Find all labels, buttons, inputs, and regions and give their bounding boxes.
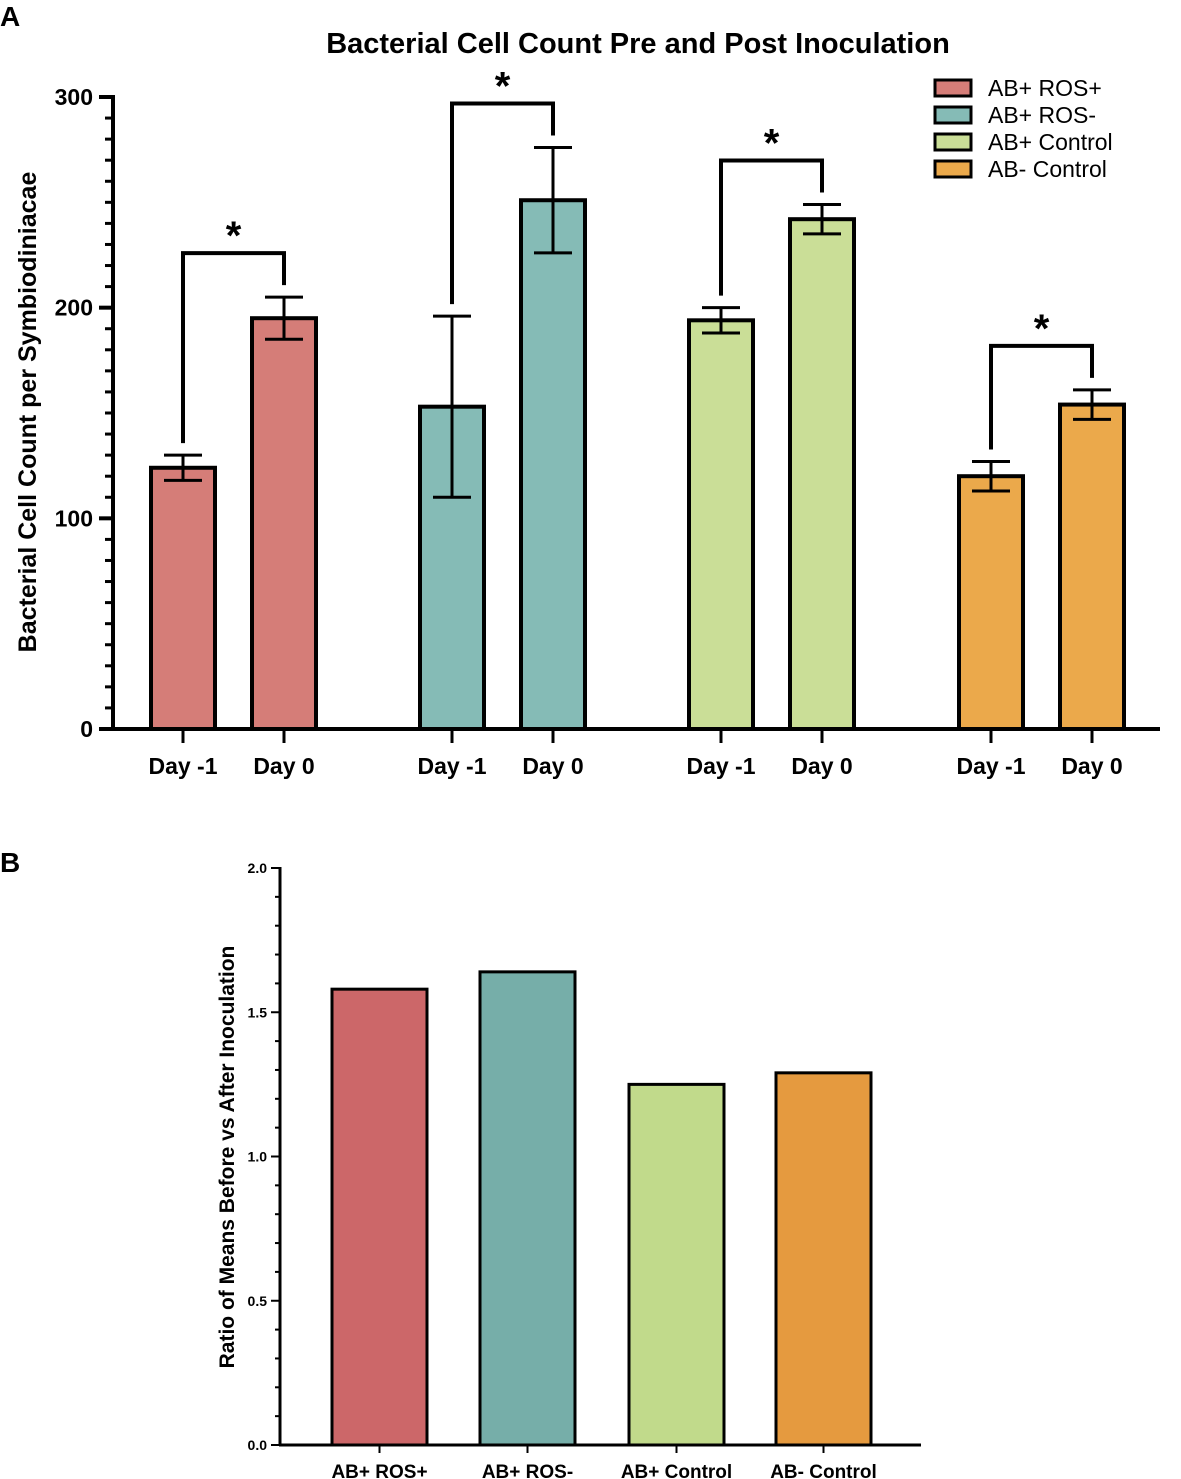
chart-a-significance-bracket — [450, 101, 555, 305]
chart-a-significance-bracket — [181, 251, 286, 444]
chart-a-significance-bracket — [719, 158, 824, 296]
chart-b-x-tick-label: AB+ ROS+ — [331, 1462, 427, 1479]
chart-b: Ratio of Means Before vs After Inoculati… — [216, 860, 921, 1479]
chart-b-y-axis-label: Ratio of Means Before vs After Inoculati… — [216, 946, 239, 1369]
chart-a-bar — [687, 318, 755, 731]
chart-b-bar — [627, 1082, 726, 1447]
panel-b-label: B — [0, 847, 20, 878]
chart-b-x-tick-label: AB+ Control — [621, 1462, 732, 1479]
chart-a-x-tick-label: Day 0 — [791, 753, 852, 779]
chart-a-plot: 0 100 200 300 Day -1 Day 0 * Day -1 Day 0 * Day -1… — [55, 65, 1160, 779]
panel-a-label: A — [0, 1, 20, 32]
chart-a-y-tick-label: 300 — [55, 84, 93, 110]
chart-a-significance-star: * — [764, 121, 780, 165]
chart-a-significance-star: * — [1034, 307, 1050, 351]
chart-b-x-tick-label: AB+ ROS- — [482, 1462, 573, 1479]
chart-a-bar — [250, 316, 318, 731]
chart-a-x-tick-label: Day 0 — [253, 753, 314, 779]
chart-a-legend-label: AB- Control — [988, 156, 1107, 182]
chart-b-bar — [478, 970, 577, 1447]
chart-a-legend-label: AB+ ROS- — [988, 102, 1096, 128]
chart-b-y-tick-label: 1.5 — [248, 1004, 268, 1020]
chart-a-x-tick-label: Day 0 — [1061, 753, 1122, 779]
chart-b-bar — [774, 1071, 873, 1447]
chart-a-x-tick-label: Day 0 — [522, 753, 583, 779]
chart-a-y-tick-label: 100 — [55, 505, 93, 531]
chart-a-legend-swatch — [933, 159, 973, 179]
chart-a-legend-swatch — [933, 105, 973, 125]
chart-a-bar — [519, 198, 587, 731]
chart-b-y-tick-label: 2.0 — [248, 860, 268, 876]
chart-a-bar — [149, 465, 217, 731]
chart-a-bar — [788, 217, 856, 731]
chart-a-bar — [1058, 402, 1126, 731]
chart-a-significance-star: * — [226, 214, 242, 258]
chart-b-y-tick-label: 1.0 — [248, 1149, 268, 1165]
chart-a-legend-label: AB+ ROS+ — [988, 75, 1102, 101]
chart-b-bar — [330, 987, 429, 1447]
chart-b-x-tick-label: AB- Control — [770, 1462, 877, 1479]
chart-a-x-tick-label: Day -1 — [686, 753, 755, 779]
chart-a-bar — [957, 474, 1025, 732]
chart-b-y-tick-label: 0.0 — [248, 1437, 268, 1453]
chart-a-x-tick-label: Day -1 — [417, 753, 486, 779]
chart-a-significance-bracket — [989, 343, 1094, 450]
chart-a-title: Bacterial Cell Count Pre and Post Inocul… — [326, 28, 950, 60]
chart-a-y-tick-label: 0 — [80, 716, 93, 742]
chart-a-legend-label: AB+ Control — [988, 129, 1113, 155]
chart-a-significance-star: * — [495, 65, 511, 109]
chart-b-y-tick-label: 0.5 — [248, 1293, 268, 1309]
chart-a: Bacterial Cell Count Pre and Post Inocul… — [14, 28, 1160, 779]
chart-a-legend-swatch — [933, 78, 973, 98]
chart-a-x-tick-label: Day -1 — [956, 753, 1025, 779]
chart-a-y-tick-label: 200 — [55, 295, 93, 321]
chart-a-x-tick-label: Day -1 — [148, 753, 217, 779]
chart-b-plot: 0.0 0.5 1.0 1.5 2.0 AB+ ROS+ AB+ ROS- AB+ Contr… — [248, 860, 921, 1479]
chart-a-legend-swatch — [933, 132, 973, 152]
chart-a-y-axis-label: Bacterial Cell Count per Symbiodiniacae — [14, 172, 42, 653]
